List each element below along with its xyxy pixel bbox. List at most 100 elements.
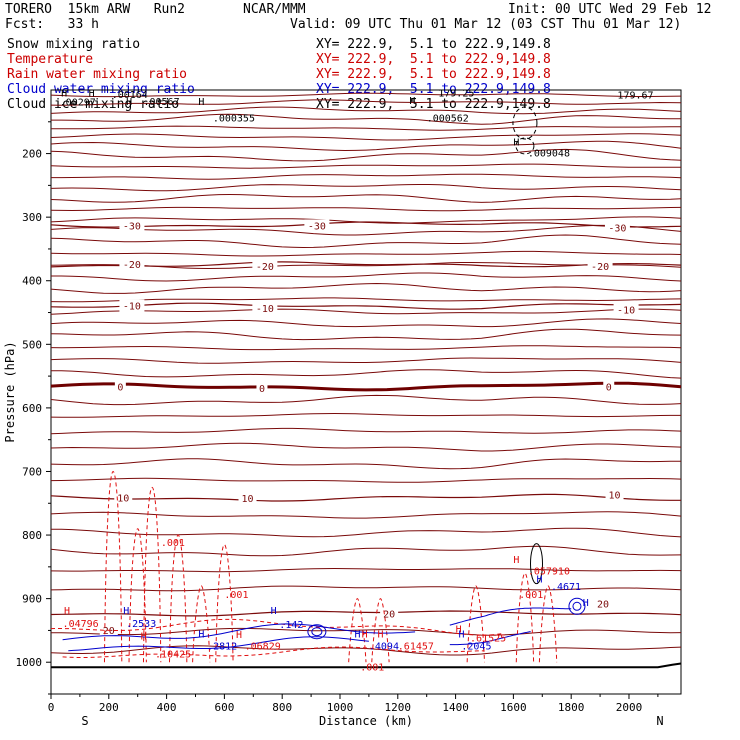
y-tick-label: 300 (22, 211, 42, 224)
isotherm-line (50, 442, 682, 452)
temperature-label: -30 (608, 223, 626, 234)
temperature-label-bg (613, 303, 639, 316)
rain-label: H (141, 632, 147, 643)
legend-xy-temperature: XY= 222.9, 5.1 to 222.9,149.8 (316, 52, 551, 67)
ice-label: H (513, 137, 519, 148)
rain-contour-low (62, 646, 485, 658)
cloud-water-cell (568, 597, 586, 615)
cloud-water-cell (307, 624, 327, 640)
cloud-water-label: H (123, 606, 129, 617)
isotherm-line (51, 272, 682, 282)
axes: 0 200 400 600 800 1000 1200 1400 1600 1800 2000200… (3, 121, 664, 728)
rain-label: .057910 (528, 567, 570, 578)
rain-water-contours (50, 470, 558, 663)
isotherm-line (50, 99, 682, 106)
isotherm-line (50, 92, 682, 98)
cloud-water-label: .4671 (551, 582, 581, 593)
ice-label: .00164 (112, 90, 148, 101)
isotherm-line (50, 511, 682, 519)
isotherm-line (50, 645, 682, 656)
cloud-water-label: H (271, 606, 277, 617)
isotherm-line (50, 527, 682, 538)
cloud-water-contour (449, 607, 572, 626)
isotherm-line (50, 148, 682, 162)
temperature-label: -10 (256, 304, 274, 315)
y-axis-title: Pressure (hPa) (3, 341, 17, 442)
rain-contour (192, 585, 211, 663)
isotherm-10 (50, 493, 681, 502)
rain-contour (371, 598, 390, 663)
rain-label: .61525 (470, 633, 506, 644)
isotherm--20 (50, 261, 682, 268)
temperature-label-bg (114, 380, 126, 393)
temperature-label-bg (119, 258, 145, 271)
organization: NCAR/MMM (243, 2, 306, 17)
temperature-label-bg (114, 491, 133, 504)
temperature-label: -10 (617, 305, 635, 316)
temperature-label-bg (238, 492, 257, 505)
cloud-water-label: H (583, 598, 589, 609)
temperature-label: 0 (606, 382, 612, 393)
temperature-label-bg (119, 299, 145, 312)
x-tick-label: 1000 (327, 701, 354, 714)
temperature-label-bg (603, 380, 615, 393)
y-tick-label: 1000 (16, 656, 43, 669)
north-label: N (656, 714, 663, 728)
rain-contour-low (50, 618, 502, 636)
ice-label: .000355 (213, 113, 255, 124)
rain-label: H (456, 625, 462, 636)
ice-cell (512, 106, 538, 140)
y-tick-label: 500 (22, 338, 42, 351)
cloud-water-label: .2533 (126, 619, 156, 630)
rain-label: H (362, 630, 368, 641)
isotherm-line (50, 394, 682, 406)
ice-label: H (89, 89, 95, 100)
temperature-label-bg (587, 260, 613, 273)
temperature-label: 20 (103, 626, 115, 637)
ice-label: H (126, 97, 132, 108)
cloud-water-cell (530, 543, 544, 585)
forecast-hour: Fcst: 33 h (5, 17, 99, 32)
rain-label: .001 (519, 590, 543, 601)
rain-contour (168, 534, 188, 663)
ice-label: 179.67 (617, 90, 653, 101)
isotherm-line (50, 427, 682, 435)
y-tick-label: 700 (22, 465, 42, 478)
isotherm-line (50, 412, 681, 418)
cloud-water-label: H (354, 630, 360, 641)
cloud-ice-contours (512, 106, 538, 155)
x-tick-label: 2000 (616, 701, 643, 714)
isotherm-line (50, 140, 682, 152)
x-tick-label: 1600 (500, 701, 527, 714)
isotherm--30 (50, 221, 682, 228)
ice-label: H (409, 96, 415, 107)
temperature-isotherms (50, 92, 682, 656)
rain-label: .61457 (398, 642, 434, 653)
isotherm-line (50, 345, 682, 351)
cloud-water-contours (62, 543, 586, 652)
ice-label: .000562 (427, 113, 469, 124)
x-tick-label: 1800 (558, 701, 585, 714)
x-tick-label: 1400 (442, 701, 469, 714)
isotherm-line (51, 173, 682, 180)
cloud-water-cell (311, 627, 323, 637)
temperature-label: 10 (609, 490, 621, 501)
x-tick-label: 600 (214, 701, 234, 714)
rain-contour (466, 585, 485, 663)
legend-name-snow: Snow mixing ratio (7, 37, 141, 52)
isotherm-line (50, 627, 682, 636)
isotherm-line (50, 545, 682, 557)
temperature-label: -20 (123, 260, 141, 271)
temperature-label-bg (256, 382, 268, 395)
rain-label: H (236, 630, 242, 641)
temperature-label: 20 (383, 609, 395, 620)
ice-label: .00567 (143, 97, 179, 108)
isotherm-line (50, 567, 682, 573)
model-title: TORERO 15km ARW Run2 (5, 2, 186, 17)
y-tick-label: 600 (22, 402, 42, 415)
isotherm-line (50, 297, 682, 303)
temperature-label-bg (252, 302, 278, 315)
isotherm-line (50, 234, 682, 249)
isotherm-0 (50, 381, 682, 392)
